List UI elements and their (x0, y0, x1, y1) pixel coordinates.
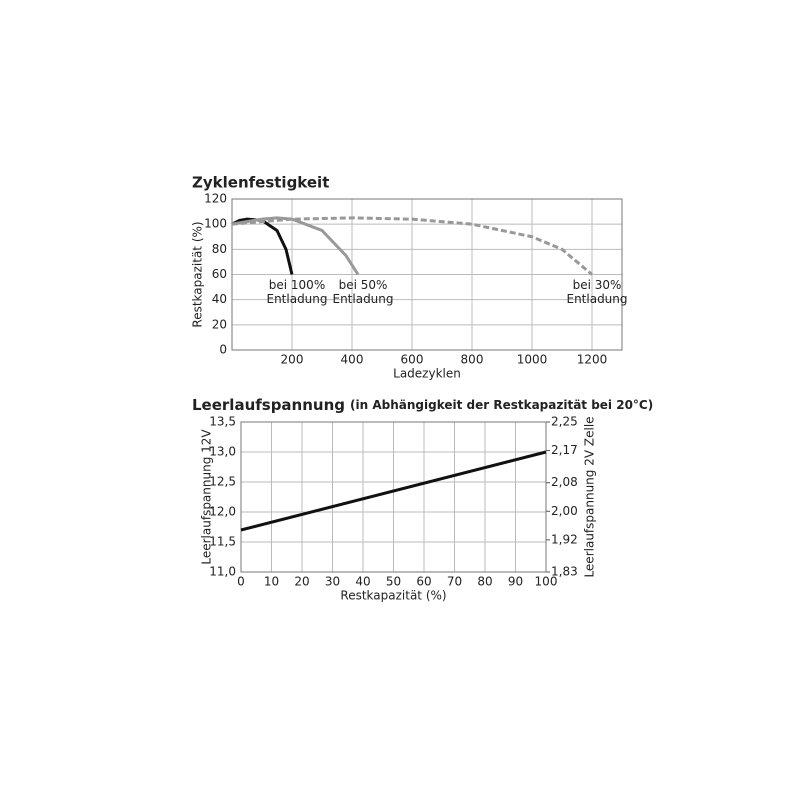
line (231, 216, 593, 276)
line (240, 450, 547, 532)
y-tick-label: 20 (212, 317, 227, 331)
line (231, 216, 360, 276)
x-tick-label: 80 (477, 575, 492, 589)
y2-tick-label: 2,08 (551, 475, 578, 489)
chart-title: Leerlaufspannung (in Abhängigkeit der Res… (192, 396, 653, 414)
x-axis-label: Restkapazität (%) (340, 589, 446, 603)
y-axis-label: Leerlaufspannung 12V (200, 429, 214, 565)
y-tick-label: 12,5 (209, 475, 236, 489)
x-tick-label: 10 (264, 575, 279, 589)
plot-frame (231, 198, 623, 351)
annotation: Entladung (332, 292, 393, 306)
x-axis-label: Ladezyklen (393, 367, 461, 381)
y-tick-label: 11,0 (209, 565, 236, 579)
y2-axis-label: Leerlaufspannung 2V Zelle (583, 416, 597, 577)
x-tick-label: 100 (535, 575, 558, 589)
plot-frame (240, 421, 547, 573)
x-tick-label: 200 (281, 353, 304, 367)
y-tick-label: 100 (204, 217, 227, 231)
y-tick-label: 11,5 (209, 535, 236, 549)
y2-tick-label: 2,25 (551, 415, 578, 429)
x-tick-label: 1200 (577, 353, 608, 367)
x-tick-label: 0 (237, 575, 245, 589)
y-tick-label: 13,0 (209, 445, 236, 459)
x-tick-label: 600 (401, 353, 424, 367)
x-tick-label: 50 (386, 575, 401, 589)
line (231, 217, 294, 275)
y-tick-label: 40 (212, 292, 227, 306)
y2-tick-label: 2,00 (551, 504, 578, 518)
subtitle: (in Abhängigkeit der Restkapazität bei 2… (350, 398, 653, 412)
x-tick-label: 70 (447, 575, 462, 589)
y-tick-label: 0 (219, 343, 227, 357)
chart-title: Zyklenfestigkeit (192, 174, 329, 192)
annotation: Entladung (266, 292, 327, 306)
title: Leerlaufspannung (192, 396, 345, 414)
annotation: bei 100% (269, 278, 325, 292)
x-tick-label: 60 (416, 575, 431, 589)
y-tick-label: 60 (212, 267, 227, 281)
y-tick-label: 13,5 (209, 415, 236, 429)
x-tick-label: 90 (508, 575, 523, 589)
x-tick-label: 1000 (517, 353, 548, 367)
x-tick-label: 30 (325, 575, 340, 589)
annotation: Entladung (566, 292, 627, 306)
annotation: bei 50% (339, 278, 388, 292)
y-axis-label: Restkapazität (%) (191, 221, 205, 327)
x-tick-label: 40 (355, 575, 370, 589)
y-tick-label: 12,0 (209, 505, 236, 519)
annotation: bei 30% (573, 278, 622, 292)
x-tick-label: 20 (294, 575, 309, 589)
x-tick-label: 800 (461, 353, 484, 367)
y-tick-label: 80 (212, 242, 227, 256)
y2-tick-label: 1,92 (551, 532, 578, 546)
x-tick-label: 400 (341, 353, 364, 367)
y2-tick-label: 1,83 (551, 565, 578, 579)
y-tick-label: 120 (204, 192, 227, 206)
y2-tick-label: 2,17 (551, 443, 578, 457)
